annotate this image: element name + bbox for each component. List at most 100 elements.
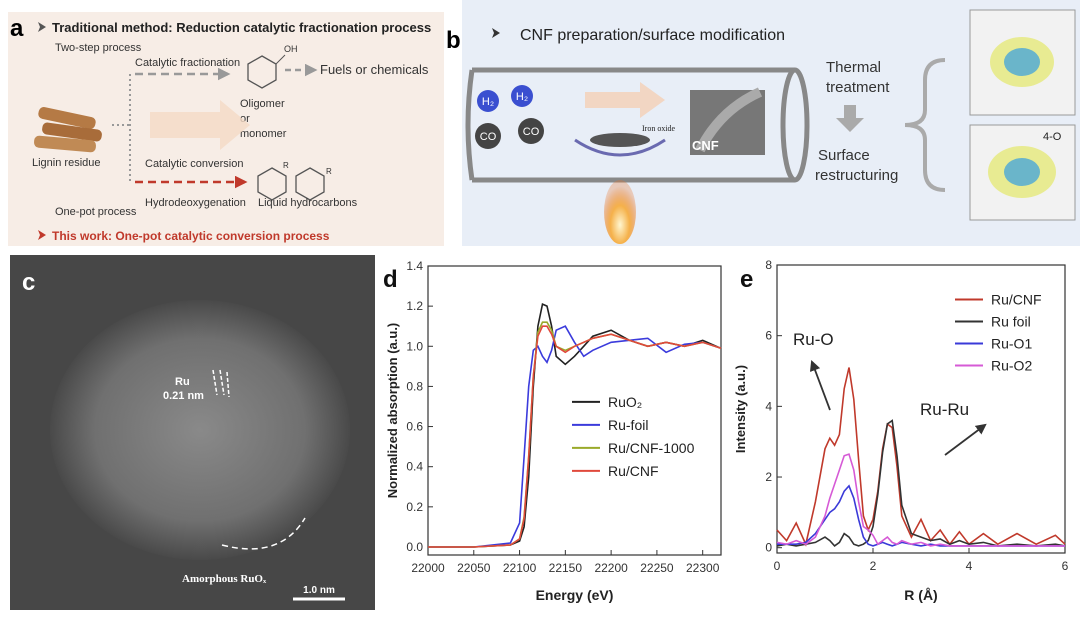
h2 — [511, 85, 533, 107]
text: treatment — [826, 79, 890, 96]
charts: 22000 22050 22100 22150 22200 22250 22300 0.0 0.… — [383, 258, 1069, 603]
text: 1.0 nm — [303, 585, 335, 596]
y-tick-label: 0.2 — [406, 500, 423, 514]
legend-label: Ru/CNF — [608, 463, 659, 479]
panel-label: d — [383, 266, 398, 293]
y-axis-label: Normalized absorption (a.u.) — [385, 323, 400, 499]
panel-label: c — [22, 269, 35, 296]
bracket — [112, 74, 131, 182]
y-tick-label: 1.4 — [406, 259, 423, 273]
structure-top — [969, 9, 1076, 116]
text: Hydrodeoxygenation — [145, 197, 246, 209]
text: OH — [284, 44, 298, 54]
x-tick-label: 22250 — [640, 561, 674, 575]
boat — [574, 138, 666, 157]
tube — [465, 67, 795, 183]
tube-end — [780, 67, 810, 183]
text: This work: One-pot catalytic conversion … — [52, 229, 330, 243]
bond — [275, 54, 286, 65]
legend-label: Ru-foil — [608, 417, 648, 433]
particle — [50, 300, 350, 560]
x-tick-label: 22100 — [503, 561, 537, 575]
panel-b: b CNF preparation/surface modification H… — [446, 0, 1080, 246]
annotation-arrow — [809, 359, 831, 411]
down-arrow — [836, 105, 864, 132]
series-line — [776, 419, 1066, 547]
legend-label: RuO₂ — [608, 394, 642, 410]
amorphous-boundary — [221, 517, 306, 550]
panel-c: c Ru 0.21 nm Amorphous RuOₓ 1.0 nm — [10, 255, 375, 610]
text: Lignin residue — [32, 157, 101, 169]
y-tick-label: 8 — [765, 258, 772, 272]
lignin-logs — [34, 107, 102, 153]
x-tick-label: 2 — [870, 559, 877, 573]
text: H₂ — [516, 91, 528, 103]
co — [475, 123, 501, 149]
y-tick-label: 6 — [765, 329, 772, 343]
y-tick-label: 4 — [765, 399, 772, 413]
text: Iron oxide — [642, 124, 676, 133]
text: R — [283, 161, 289, 170]
y-tick-label: 0 — [765, 541, 772, 555]
co — [518, 118, 544, 144]
text: monomer — [240, 128, 287, 140]
panel-a: a Traditional method: Reduction catalyti… — [8, 12, 444, 246]
lattice-marks — [212, 369, 230, 398]
y-tick-label: 0.4 — [406, 460, 423, 474]
legend-label: Ru/CNF — [991, 292, 1042, 308]
y-tick-label: 1.2 — [406, 299, 423, 313]
flame — [604, 180, 636, 244]
text: Ru — [175, 376, 190, 388]
legend-label: Ru/CNF-1000 — [608, 440, 695, 456]
text: R — [326, 167, 332, 176]
brace — [904, 58, 946, 192]
x-tick-label: 22050 — [457, 561, 491, 575]
text: CO — [480, 131, 497, 143]
text: Surface — [818, 147, 870, 164]
text: 0.21 nm — [163, 390, 204, 402]
y-tick-label: 0.0 — [406, 540, 423, 554]
benzene — [295, 167, 325, 201]
text: Liquid hydrocarbons — [258, 197, 358, 209]
fiber — [695, 87, 763, 153]
annotation-arrow — [944, 423, 987, 456]
text: Thermal — [826, 59, 881, 76]
legend-label: Ru-O2 — [991, 358, 1032, 374]
panel-label: a — [10, 15, 24, 42]
text: Amorphous RuOₓ — [182, 573, 267, 585]
x-tick-label: 22200 — [594, 561, 628, 575]
x-tick-label: 4 — [966, 559, 973, 573]
x-axis-label: Energy (eV) — [536, 587, 614, 603]
x-tick-label: 22150 — [549, 561, 583, 575]
annotation: Ru-Ru — [920, 400, 969, 419]
series-line — [776, 367, 1066, 547]
text: H₂ — [482, 96, 494, 108]
y-tick-label: 2 — [765, 470, 772, 484]
legend-label: Ru-O1 — [991, 336, 1032, 352]
panel-label: e — [740, 266, 753, 293]
iron-oxide-powder — [590, 133, 650, 147]
panel-a-title: Traditional method: Reduction catalytic … — [52, 20, 431, 35]
x-tick-label: 6 — [1062, 559, 1069, 573]
panel-label: b — [446, 27, 461, 54]
x-tick-label: 22300 — [686, 561, 720, 575]
plot-frame — [427, 265, 722, 556]
x-tick-label: 0 — [774, 559, 781, 573]
legend-label: Ru foil — [991, 314, 1031, 330]
x-axis-label: R (Å) — [904, 587, 937, 603]
y-axis-label: Intensity (a.u.) — [733, 365, 748, 453]
flow-arrow — [585, 82, 665, 118]
text: Two-step process — [55, 42, 142, 54]
series-line — [428, 325, 722, 548]
text: One-pot process — [55, 206, 137, 218]
x-tick-label: 22000 — [411, 561, 445, 575]
series-line — [428, 325, 722, 548]
plot-frame — [776, 264, 1066, 554]
text: Catalytic conversion — [145, 158, 243, 170]
cyclohexane — [257, 167, 287, 201]
text: 4-O — [1043, 131, 1062, 143]
y-tick-label: 0.8 — [406, 379, 423, 393]
annotation: Ru-O — [793, 330, 834, 349]
text: Fuels or chemicals — [320, 62, 429, 77]
bullet — [38, 230, 46, 240]
